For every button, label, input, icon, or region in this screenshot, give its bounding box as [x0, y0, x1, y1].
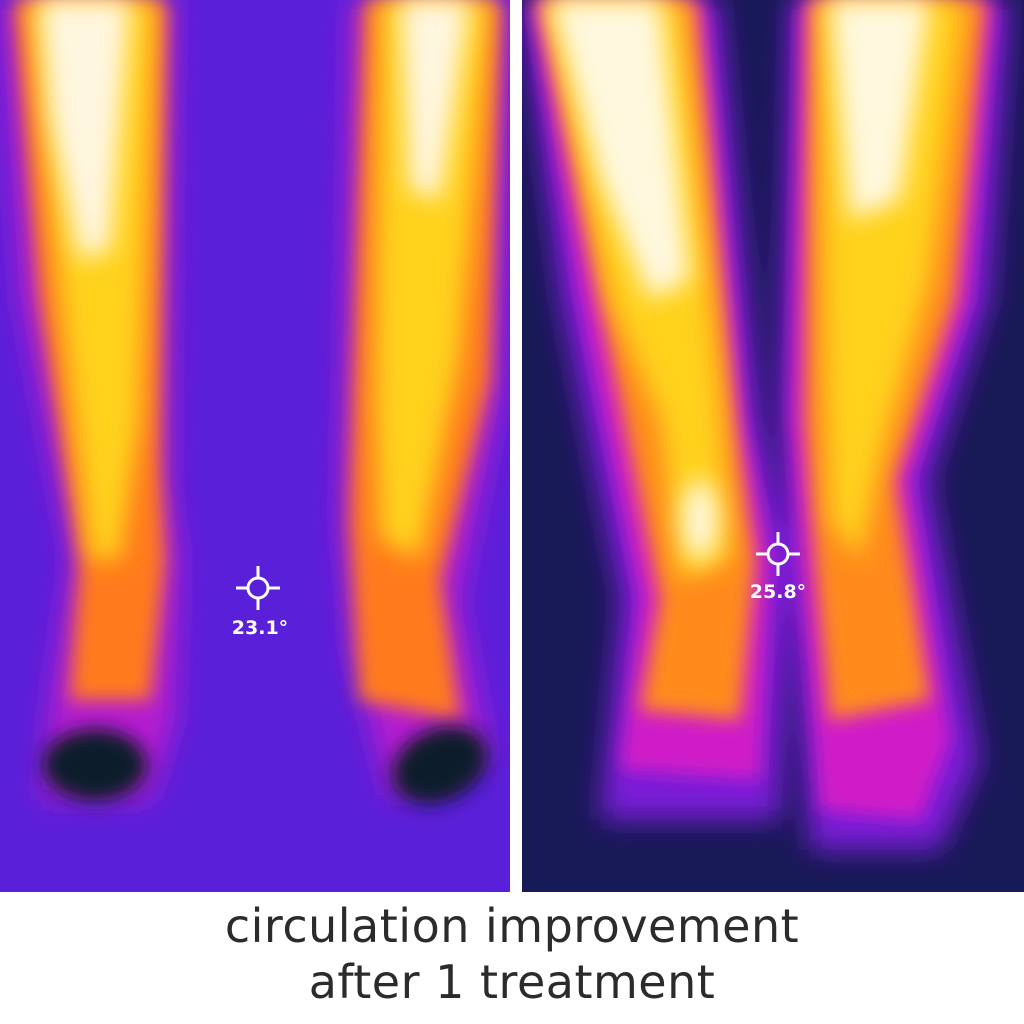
cold-toes-left: [43, 726, 488, 804]
crosshair-icon: [756, 532, 800, 576]
caption-line-2: after 1 treatment: [308, 955, 716, 1009]
temperature-readout-after: 25.8°: [749, 581, 807, 603]
thermal-comparison: [0, 0, 1024, 892]
before-thermal-image: [0, 0, 510, 892]
caption: circulation improvement after 1 treatmen…: [0, 898, 1024, 1010]
crosshair-icon: [236, 566, 280, 610]
temperature-readout-before: 23.1°: [231, 617, 289, 639]
caption-line-1: circulation improvement: [224, 899, 800, 953]
after-thermal-image: [522, 0, 1024, 892]
